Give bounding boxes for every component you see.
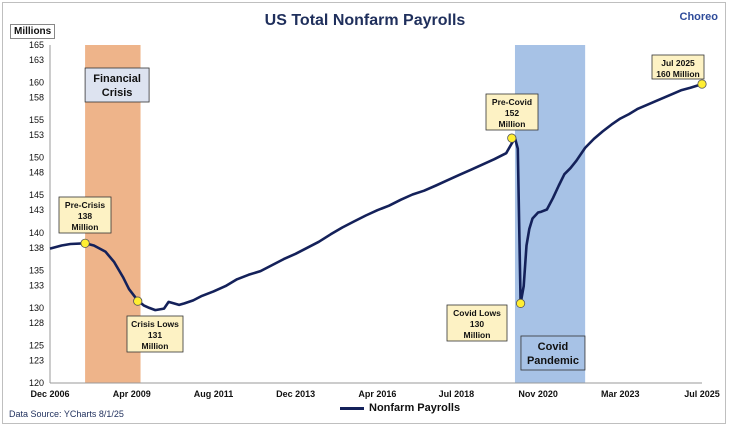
x-tick-label: Jul 2025 xyxy=(684,389,720,399)
y-tick-label: 148 xyxy=(29,168,44,178)
region-label-text: Crisis xyxy=(102,87,133,99)
annotation-text: Crisis Lows xyxy=(131,319,179,329)
x-tick-label: Jul 2018 xyxy=(439,389,475,399)
region-label-box xyxy=(520,335,586,371)
y-tick-label: 130 xyxy=(29,303,44,313)
y-tick-label: 140 xyxy=(29,228,44,238)
y-tick-label: 125 xyxy=(29,340,44,350)
annotation-text: 138 xyxy=(78,211,92,221)
annotation-box xyxy=(58,196,112,234)
y-tick-label: 135 xyxy=(29,265,44,275)
y-tick-label: 143 xyxy=(29,205,44,215)
annotation-text: Million xyxy=(72,222,99,232)
annotation-text: 152 xyxy=(505,108,519,118)
y-tick-label: 138 xyxy=(29,243,44,253)
annotation-box xyxy=(485,93,539,131)
y-tick-label: 165 xyxy=(29,40,44,50)
legend-label: Nonfarm Payrolls xyxy=(369,402,461,414)
x-tick-label: Mar 2023 xyxy=(601,389,640,399)
y-tick-label: 120 xyxy=(29,378,44,388)
chart-frame xyxy=(2,2,726,424)
region-label-text: Financial xyxy=(93,73,141,85)
annotation-text: Million xyxy=(464,330,491,340)
y-tick-label: 145 xyxy=(29,190,44,200)
x-tick-label: Dec 2013 xyxy=(276,389,315,399)
chart-title: US Total Nonfarm Payrolls xyxy=(264,12,466,29)
x-tick-label: Aug 2011 xyxy=(194,389,234,399)
y-tick-label: 158 xyxy=(29,93,44,103)
annotation-text: Pre-Covid xyxy=(492,97,532,107)
units-label: Millions xyxy=(10,24,56,39)
annotation-point xyxy=(697,79,707,89)
x-tick-label: Apr 2016 xyxy=(358,389,396,399)
annotation-point xyxy=(80,238,90,248)
annotation-point xyxy=(515,298,526,308)
annotation-box xyxy=(651,54,705,80)
y-tick-label: 128 xyxy=(29,318,44,328)
annotation-text: 130 xyxy=(470,319,484,329)
y-tick-label: 160 xyxy=(29,78,44,88)
annotation-text: 131 xyxy=(148,330,162,340)
annotation-text: Pre-Crisis xyxy=(65,200,105,210)
y-tick-label: 163 xyxy=(29,55,44,65)
region-label-text: Pandemic xyxy=(527,355,579,367)
legend: Nonfarm Payrolls xyxy=(340,402,460,414)
series-line-0 xyxy=(49,82,703,312)
y-tick-label: 150 xyxy=(29,153,44,163)
annotation-text: Million xyxy=(142,341,169,351)
annotation-text: Covid Lows xyxy=(453,308,501,318)
data-source: Data Source: YCharts 8/1/25 xyxy=(9,409,124,419)
annotation-text: Million xyxy=(499,119,526,129)
annotation-point xyxy=(133,296,143,306)
y-tick-label: 123 xyxy=(29,355,44,365)
annotation-box xyxy=(446,304,508,342)
x-tick-label: Apr 2009 xyxy=(113,389,151,399)
region-label-text: Covid xyxy=(538,341,569,353)
annotation-text: Jul 2025 xyxy=(661,58,695,68)
y-tick-label: 133 xyxy=(29,280,44,290)
x-tick-label: Dec 2006 xyxy=(30,389,69,399)
y-tick-label: 155 xyxy=(29,115,44,125)
annotation-point xyxy=(507,133,517,143)
y-tick-label: 153 xyxy=(29,130,44,140)
brand-logo: Choreo xyxy=(679,11,719,23)
region-label-box xyxy=(84,67,150,103)
annotation-box xyxy=(126,315,184,353)
annotation-text: 160 Million xyxy=(656,69,699,79)
x-tick-label: Nov 2020 xyxy=(518,389,558,399)
legend-swatch xyxy=(340,406,364,410)
